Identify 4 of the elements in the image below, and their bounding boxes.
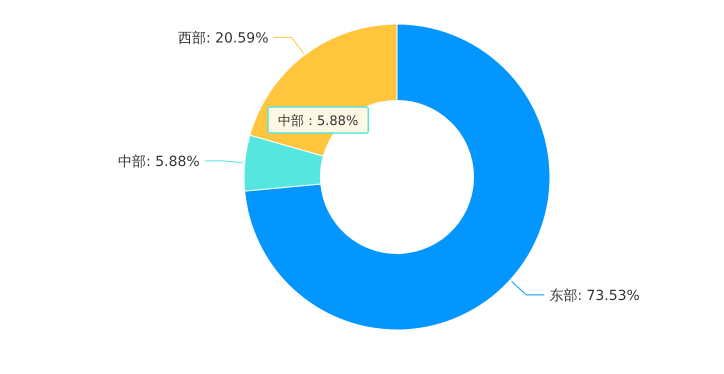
text: 中部：5.88% [278,114,358,129]
slice-label: 西部: 20.59% [178,30,269,46]
slice-label: 中部: 5.88% [118,154,200,170]
slice-label: 东部: 73.53% [549,288,640,304]
